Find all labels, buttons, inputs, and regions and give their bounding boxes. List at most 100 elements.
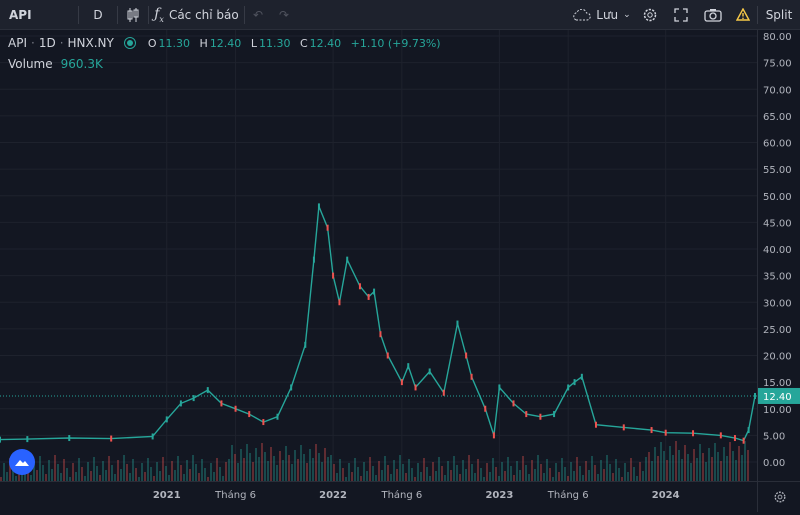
symbol-search-button[interactable]: API <box>0 0 78 30</box>
volume-bar <box>480 468 482 481</box>
volume-bar <box>321 462 323 481</box>
redo-button[interactable]: ↷ <box>271 0 297 30</box>
data-point <box>234 405 237 412</box>
volume-bar <box>81 467 83 481</box>
volume-bar <box>705 462 707 481</box>
volume-bar <box>408 459 410 481</box>
volume-bar <box>246 444 248 481</box>
volume-bar <box>537 455 539 481</box>
legend-interval: 1D <box>38 36 56 50</box>
price-axis[interactable]: 80.00 75.00 70.00 65.00 60.00 55.00 50.00 45.00… <box>757 30 800 481</box>
data-point <box>492 432 495 439</box>
volume-bar <box>459 474 461 481</box>
data-point <box>68 435 71 442</box>
data-point <box>498 384 501 391</box>
volume-bar <box>231 445 233 481</box>
volume-bar <box>210 463 212 481</box>
volume-bar <box>450 470 452 481</box>
volume-bar <box>36 470 38 481</box>
volume-bar <box>219 467 221 481</box>
time-axis[interactable]: 2021 Tháng 6 2022 Tháng 6 2023 Tháng 6 2024 <box>0 481 757 512</box>
data-point <box>553 411 556 418</box>
volume-bar <box>507 457 509 481</box>
volume-bar <box>741 455 743 481</box>
data-point <box>206 387 209 394</box>
volume-bar <box>477 459 479 481</box>
data-point <box>26 436 29 443</box>
volume-bar <box>42 465 44 481</box>
volume-bar <box>333 464 335 481</box>
volume-bar <box>495 467 497 481</box>
volume-bar <box>702 453 704 481</box>
volume-bar <box>372 466 374 481</box>
volume-bar <box>186 460 188 481</box>
volume-bar <box>561 458 563 481</box>
low-value: 11.30 <box>258 36 291 50</box>
data-point <box>290 384 293 391</box>
volume-bar <box>633 467 635 481</box>
volume-bar <box>420 472 422 481</box>
volume-bar <box>486 463 488 481</box>
volume-bar <box>153 476 155 481</box>
indicators-button[interactable]: ƒx Các chỉ báo <box>149 0 244 30</box>
axis-settings-button[interactable] <box>757 481 800 512</box>
volume-bar <box>552 477 554 481</box>
data-point <box>414 384 417 391</box>
volume-bar <box>84 476 86 481</box>
volume-bar <box>492 458 494 481</box>
split-button[interactable]: Split <box>758 0 800 30</box>
volume-bar <box>357 467 359 481</box>
undo-button[interactable]: ↶ <box>245 0 271 30</box>
volume-bar <box>393 460 395 481</box>
volume-bar <box>345 477 347 481</box>
chart-type-button[interactable] <box>118 0 148 30</box>
close-label: C <box>299 36 308 50</box>
volume-bar <box>564 467 566 481</box>
volume-bar <box>723 447 725 481</box>
warning-button[interactable] <box>729 0 757 30</box>
volume-bar <box>279 451 281 481</box>
logo-badge[interactable] <box>9 449 35 475</box>
interval-label: D <box>93 7 103 22</box>
data-point <box>465 352 468 359</box>
volume-bar <box>105 470 107 481</box>
price-tick-label: 30.00 <box>763 298 792 309</box>
data-point <box>692 430 695 437</box>
top-toolbar: API D ƒx Các chỉ báo ↶ ↷ Lưu ⌄ <box>0 0 800 30</box>
volume-bar <box>315 444 317 481</box>
price-series-line <box>0 206 756 442</box>
volume-bar <box>489 472 491 481</box>
price-tick-label: 15.00 <box>763 378 792 389</box>
volume-bar <box>285 446 287 481</box>
volume-bar <box>123 455 125 481</box>
screenshot-button[interactable] <box>697 0 729 30</box>
volume-bar <box>366 471 368 481</box>
volume-bar <box>573 471 575 481</box>
volume-bar <box>354 458 356 481</box>
price-tick-label: 10.00 <box>763 405 792 416</box>
price-tick-label: 70.00 <box>763 85 792 96</box>
market-status-icon[interactable] <box>123 37 136 49</box>
chart-pane[interactable]: API · 1D · HNX.NY O 11.30 H 12.40 L 11.30 C… <box>0 30 757 481</box>
volume-bar <box>171 461 173 481</box>
price-tick-label: 50.00 <box>763 192 792 203</box>
candles-icon <box>127 7 139 22</box>
volume-bar <box>228 459 230 481</box>
data-point <box>332 272 335 279</box>
volume-bar <box>258 457 260 481</box>
fullscreen-button[interactable] <box>665 0 697 30</box>
data-point <box>470 373 473 380</box>
data-point <box>539 413 542 420</box>
save-button[interactable]: Lưu ⌄ <box>567 0 635 30</box>
volume-bar <box>0 477 2 481</box>
volume-bar <box>108 456 110 481</box>
volume-bar <box>384 456 386 481</box>
data-point <box>367 293 370 300</box>
volume-bar <box>600 460 602 481</box>
volume-bar <box>729 442 731 481</box>
price-chart[interactable] <box>0 30 757 481</box>
volume-bar <box>318 453 320 481</box>
volume-bar <box>342 468 344 481</box>
interval-button[interactable]: D <box>79 0 117 30</box>
settings-button[interactable] <box>635 0 665 30</box>
